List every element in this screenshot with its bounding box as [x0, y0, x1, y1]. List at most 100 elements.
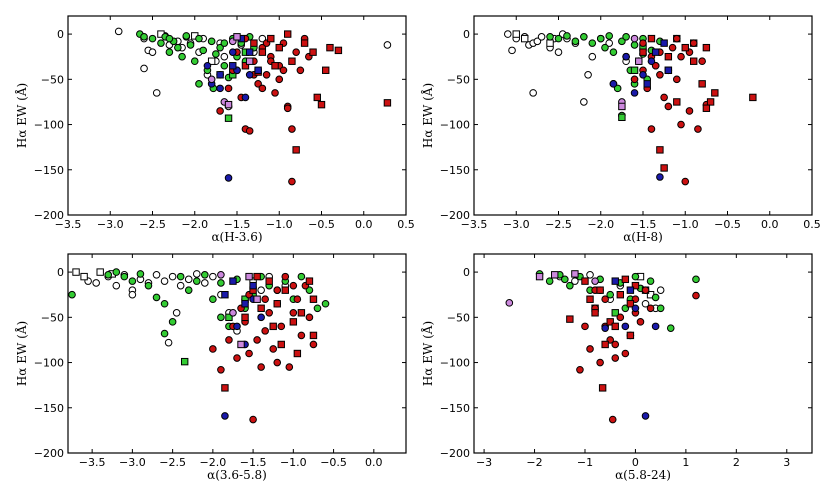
data-point [613, 84, 622, 93]
data-point [180, 357, 189, 366]
data-point [288, 57, 296, 65]
data-point [233, 354, 241, 362]
data-point [273, 358, 282, 367]
data-point [651, 61, 660, 70]
data-point [605, 39, 614, 47]
data-point [237, 340, 245, 349]
x-tick-label: −0.5 [320, 456, 347, 469]
x-tick-label: 0.5 [803, 218, 821, 231]
data-point [580, 33, 588, 41]
y-tick-label: −100 [34, 119, 64, 132]
data-point [241, 93, 250, 102]
data-point [152, 89, 161, 97]
x-axis-label: α(3.6-5.8) [207, 468, 267, 482]
data-point [586, 345, 594, 353]
panel-1: −3.5 −3.0 −2.5 −2.0 −1.5 −1.0 −0.5 0.0 0.5 0 −50 −1… [14, 15, 415, 244]
data-point [269, 322, 277, 331]
data-point [596, 286, 604, 294]
data-point [241, 300, 249, 308]
data-point [309, 340, 318, 349]
data-point [621, 349, 630, 358]
data-point [535, 272, 544, 281]
data-point [609, 48, 618, 56]
data-point [554, 48, 563, 56]
x-tick-label: 0.5 [397, 218, 415, 231]
data-point [195, 34, 203, 43]
data-point [641, 299, 650, 308]
data-point [165, 48, 174, 56]
data-point [220, 52, 229, 61]
data-point [606, 318, 614, 326]
data-point [209, 345, 217, 353]
data-point [626, 300, 635, 308]
data-point [305, 313, 314, 322]
data-point [313, 304, 322, 313]
data-point [182, 32, 191, 40]
data-point [257, 363, 265, 371]
data-point [651, 322, 660, 331]
x-tick-label: −0.5 [714, 218, 741, 231]
x-tick-label: −3.5 [461, 218, 488, 231]
data-point [160, 299, 169, 308]
data-point [228, 48, 237, 56]
data-point [114, 27, 123, 36]
data-point [656, 70, 664, 79]
data-point [212, 50, 220, 58]
x-tick-label: −1.5 [240, 456, 267, 469]
data-point [262, 70, 271, 79]
data-point [224, 100, 233, 109]
data-point [128, 277, 137, 285]
panel-3: −3.5 −3.0 −2.5 −2.0 −1.5 −1.0 −0.5 0.0 0 −50 −100 −… [14, 253, 407, 482]
data-point [631, 281, 640, 290]
data-point [254, 80, 262, 88]
data-point [647, 34, 656, 43]
data-point [571, 270, 579, 278]
data-point [265, 277, 273, 285]
data-point [383, 41, 392, 49]
data-point [209, 295, 217, 304]
data-point [647, 125, 656, 133]
data-point [96, 268, 104, 276]
data-point [586, 295, 594, 303]
data-point [580, 98, 588, 106]
data-point [221, 384, 229, 392]
data-point [216, 43, 224, 52]
data-point [694, 125, 702, 133]
y-tick-label: −200 [440, 447, 470, 460]
markers [114, 27, 392, 186]
data-point [641, 286, 650, 294]
data-point [641, 412, 650, 420]
y-axis-label: Hα EW (Å) [14, 83, 29, 148]
x-tick-label: 0.0 [355, 218, 373, 231]
data-point [288, 177, 296, 186]
data-point [660, 93, 668, 102]
data-point [245, 349, 253, 358]
data-point [666, 324, 675, 332]
data-point [289, 308, 298, 317]
y-tick-label: −100 [440, 357, 470, 370]
data-point [192, 270, 201, 278]
data-point [157, 39, 165, 47]
data-point [621, 275, 630, 284]
data-point [275, 43, 283, 52]
data-point [224, 114, 233, 122]
data-point [508, 46, 516, 55]
data-point [673, 98, 681, 106]
data-point [681, 43, 689, 52]
x-tick-label: −0.5 [308, 218, 335, 231]
data-point [635, 57, 643, 65]
y-tick-label: −150 [440, 164, 470, 177]
data-point [664, 66, 673, 74]
data-point [190, 57, 199, 66]
axes-frame [67, 253, 407, 454]
data-point [622, 52, 630, 61]
x-tick-label: −3.5 [55, 218, 82, 231]
data-point [249, 415, 257, 424]
data-point [504, 30, 512, 38]
data-point [254, 66, 262, 74]
data-point [309, 295, 318, 303]
data-point [611, 309, 619, 317]
x-tick-label: −1.0 [266, 218, 293, 231]
data-point [224, 174, 233, 182]
data-point [618, 102, 626, 111]
